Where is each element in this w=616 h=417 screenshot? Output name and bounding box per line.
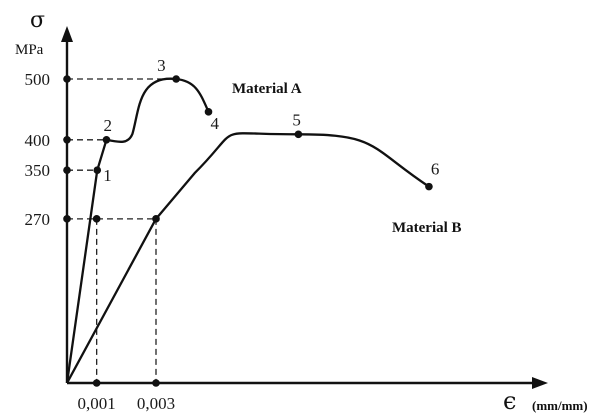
point-3 xyxy=(172,75,180,83)
x-tick-label-1: 0,001 xyxy=(78,394,116,413)
x-tick-label-2: 0,003 xyxy=(137,394,175,413)
y-axis-symbol: σ xyxy=(30,8,45,33)
point-x-0003 xyxy=(152,379,160,387)
y-axis-unit: MPa xyxy=(15,42,44,58)
point-guide-270 xyxy=(63,215,71,223)
point-a-270 xyxy=(92,215,101,223)
point-guide-500 xyxy=(63,75,71,83)
point-4 xyxy=(204,108,213,116)
point-6 xyxy=(425,182,433,191)
x-axis-arrow xyxy=(532,377,548,389)
y-tick-labels: 500 400 350 270 xyxy=(25,70,51,229)
x-tick-labels: 0,001 0,003 xyxy=(78,394,176,413)
point-guide-350 xyxy=(63,166,71,174)
x-axis-unit: (mm/mm) xyxy=(532,398,588,413)
point-label-4: 4 xyxy=(211,114,220,133)
series-label-material-a: Material A xyxy=(232,81,302,97)
reference-guides xyxy=(67,78,177,383)
series-label-material-b: Material B xyxy=(392,220,462,236)
point-label-1: 1 xyxy=(103,166,112,185)
y-tick-label-500: 500 xyxy=(25,70,51,89)
point-label-6: 6 xyxy=(431,160,440,179)
curves xyxy=(65,77,430,384)
point-guide-400 xyxy=(63,136,71,144)
y-axis-arrow xyxy=(61,26,73,42)
y-tick-label-400: 400 xyxy=(25,131,51,150)
curve-material-a xyxy=(65,77,210,384)
axes xyxy=(61,26,548,389)
point-2 xyxy=(102,136,111,144)
point-label-3: 3 xyxy=(157,56,166,75)
y-tick-label-350: 350 xyxy=(25,161,51,180)
data-points xyxy=(63,75,433,387)
point-5 xyxy=(294,130,303,139)
point-1 xyxy=(93,166,102,174)
point-label-5: 5 xyxy=(292,110,301,129)
y-tick-label-270: 270 xyxy=(25,210,51,229)
point-labels: 1 2 3 4 5 6 xyxy=(103,56,439,185)
point-label-2: 2 xyxy=(103,116,112,135)
point-x-0001 xyxy=(92,379,101,387)
x-axis-symbol: ϵ xyxy=(503,387,516,415)
curve-material-b xyxy=(65,132,430,384)
point-b-270 xyxy=(152,215,160,223)
